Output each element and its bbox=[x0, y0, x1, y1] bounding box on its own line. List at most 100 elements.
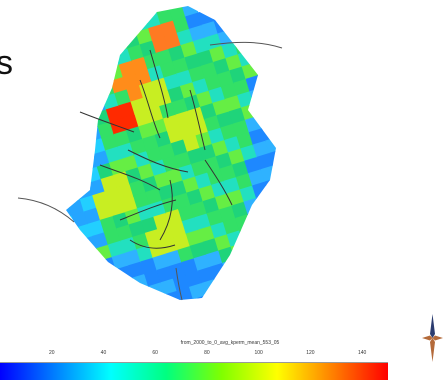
map-cell bbox=[243, 239, 260, 256]
map-cell bbox=[119, 278, 136, 295]
map-cell bbox=[66, 281, 83, 298]
map-cell bbox=[74, 47, 91, 64]
map-cell bbox=[226, 13, 243, 30]
map-cell bbox=[103, 11, 120, 28]
map-cell bbox=[50, 272, 67, 289]
map-cell bbox=[56, 121, 73, 138]
map-cell bbox=[258, 71, 275, 88]
map-cell bbox=[77, 142, 94, 159]
map-cell bbox=[99, 40, 116, 57]
colorbar-tick-label: 60 bbox=[152, 350, 158, 356]
map-cell bbox=[156, 307, 173, 324]
map-cell bbox=[58, 297, 75, 314]
map-cell bbox=[87, 3, 104, 20]
map-cell bbox=[71, 252, 88, 269]
colorbar-tick-label: 20 bbox=[49, 350, 55, 356]
map-cell bbox=[87, 261, 104, 278]
map-cell bbox=[281, 186, 298, 203]
map-cell bbox=[58, 256, 75, 273]
map-cell bbox=[69, 76, 86, 93]
map-cell bbox=[281, 145, 298, 162]
map-cell bbox=[49, 96, 66, 113]
map-cell bbox=[53, 109, 70, 126]
map-cell bbox=[62, 268, 79, 285]
map-cell bbox=[284, 239, 301, 256]
map-cell bbox=[54, 244, 71, 261]
map-cell bbox=[247, 251, 264, 268]
map-cell bbox=[91, 15, 108, 32]
map-cell bbox=[53, 68, 70, 85]
map-cell bbox=[75, 7, 92, 24]
map-cell bbox=[267, 272, 284, 289]
map-cell bbox=[214, 275, 231, 292]
map-cell bbox=[99, 298, 116, 315]
colorbar-tick-label: 120 bbox=[306, 350, 314, 356]
map-cell bbox=[55, 203, 72, 220]
map-cell bbox=[285, 157, 302, 174]
map-cell bbox=[70, 293, 87, 310]
map-cell bbox=[270, 67, 287, 84]
map-cell bbox=[283, 280, 300, 297]
map-cell bbox=[248, 210, 265, 227]
map-cell bbox=[123, 290, 140, 307]
map-cell bbox=[94, 68, 111, 85]
map-cell bbox=[242, 280, 259, 297]
map-cell bbox=[52, 150, 69, 167]
map-cell bbox=[271, 284, 288, 301]
map-cell bbox=[51, 231, 68, 248]
map-cell bbox=[95, 285, 112, 302]
map-cell bbox=[128, 3, 145, 20]
map-cell bbox=[251, 5, 268, 22]
map-cell bbox=[256, 194, 273, 211]
map-cell bbox=[267, 14, 284, 31]
map-cell bbox=[62, 51, 79, 68]
map-cell bbox=[285, 198, 302, 215]
map-cell bbox=[72, 170, 89, 187]
map-cell bbox=[271, 26, 288, 43]
map-cell bbox=[115, 306, 132, 323]
map-cell bbox=[279, 268, 296, 285]
map-cell bbox=[280, 227, 297, 244]
map-cell bbox=[60, 174, 77, 191]
colorbar-tick-label: 40 bbox=[101, 350, 107, 356]
map-cell bbox=[107, 23, 124, 40]
map-cell bbox=[79, 277, 96, 294]
map-cell bbox=[235, 255, 252, 272]
map-cell bbox=[49, 55, 66, 72]
map-cell bbox=[239, 226, 256, 243]
map-cell bbox=[73, 88, 90, 105]
colorbar-tick-label: 100 bbox=[254, 350, 262, 356]
map-cell bbox=[68, 158, 85, 175]
map-cell bbox=[168, 303, 185, 320]
map-cell bbox=[279, 10, 296, 27]
map-cell bbox=[65, 105, 82, 122]
map-cell bbox=[63, 228, 80, 245]
map-cell bbox=[66, 23, 83, 40]
map-cell bbox=[251, 263, 268, 280]
map-cell bbox=[287, 75, 304, 92]
map-cell bbox=[250, 304, 267, 321]
map-cell bbox=[253, 99, 270, 116]
map-cell bbox=[54, 27, 71, 44]
map-cell bbox=[86, 44, 103, 61]
map-cell bbox=[262, 83, 279, 100]
map-cell bbox=[277, 174, 294, 191]
map-cell bbox=[218, 287, 235, 304]
map-cell bbox=[278, 92, 295, 109]
map-cell bbox=[79, 19, 96, 36]
map-cell bbox=[61, 92, 78, 109]
map-cell bbox=[238, 9, 255, 26]
map-cell bbox=[246, 292, 263, 309]
map-cell bbox=[66, 64, 83, 81]
map-cell bbox=[197, 307, 214, 324]
map-cell bbox=[222, 300, 239, 317]
map-cell bbox=[69, 117, 86, 134]
map-cell bbox=[57, 80, 74, 97]
map-cell bbox=[263, 1, 280, 18]
map-cell bbox=[264, 218, 281, 235]
map-cell bbox=[90, 56, 107, 73]
map-cell bbox=[273, 161, 290, 178]
map-cell bbox=[86, 85, 103, 102]
map-cell bbox=[277, 133, 294, 150]
map-cell bbox=[266, 55, 283, 72]
